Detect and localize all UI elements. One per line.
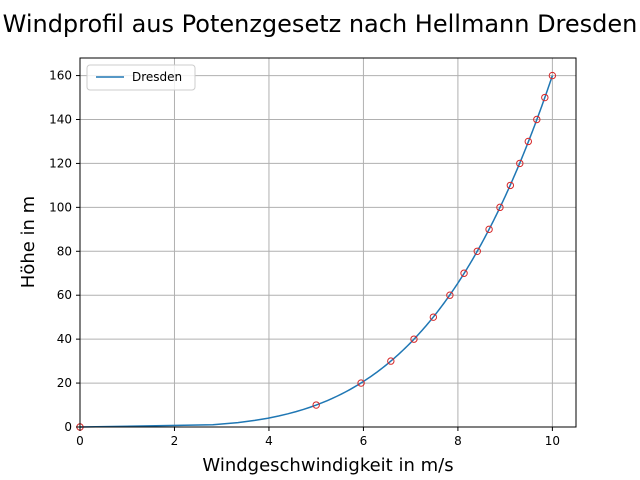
data-point [357, 379, 365, 387]
x-axis-ticks: 0 2 4 6 8 10 [76, 427, 560, 448]
x-tick-label: 8 [454, 434, 462, 448]
data-point [460, 269, 468, 277]
data-point [446, 291, 454, 299]
y-tick-label: 20 [57, 376, 72, 390]
x-tick-label: 4 [265, 434, 273, 448]
data-point [410, 335, 418, 343]
x-tick-label: 2 [171, 434, 179, 448]
grid [79, 58, 576, 428]
y-axis-ticks: 0 20 40 60 80 100 120 140 160 [49, 69, 80, 434]
y-tick-label: 60 [57, 288, 72, 302]
data-point [473, 247, 481, 255]
data-markers [76, 71, 557, 431]
y-tick-label: 160 [49, 69, 72, 83]
data-point [429, 313, 438, 321]
y-tick-label: 0 [64, 420, 72, 434]
x-tick-label: 10 [545, 434, 560, 448]
axes-frame [79, 57, 577, 428]
data-point [387, 357, 395, 365]
y-tick-label: 100 [49, 200, 72, 214]
data-point [524, 137, 532, 146]
y-axis-label: Höhe in m [18, 196, 39, 288]
chart-title: Windprofil aus Potenzgesetz nach Hellman… [3, 10, 638, 38]
x-tick-label: 6 [360, 434, 368, 448]
legend-label-dresden: Dresden [132, 70, 182, 84]
data-point [485, 225, 493, 234]
data-point [533, 115, 541, 124]
data-point [548, 71, 557, 80]
series-line-dresden [79, 75, 554, 428]
plot-area [76, 71, 557, 431]
legend: Dresden [86, 64, 196, 91]
data-point [312, 401, 320, 409]
data-point [541, 93, 549, 102]
data-point [506, 181, 515, 190]
y-tick-label: 80 [57, 244, 72, 258]
x-tick-label: 0 [76, 434, 84, 448]
y-tick-label: 40 [57, 332, 72, 346]
legend-box [86, 64, 196, 91]
x-axis-label: Windgeschwindigkeit in m/s [202, 455, 453, 476]
data-point [516, 159, 524, 168]
y-tick-label: 120 [49, 156, 72, 170]
y-tick-label: 140 [49, 113, 72, 127]
data-point [496, 203, 504, 212]
